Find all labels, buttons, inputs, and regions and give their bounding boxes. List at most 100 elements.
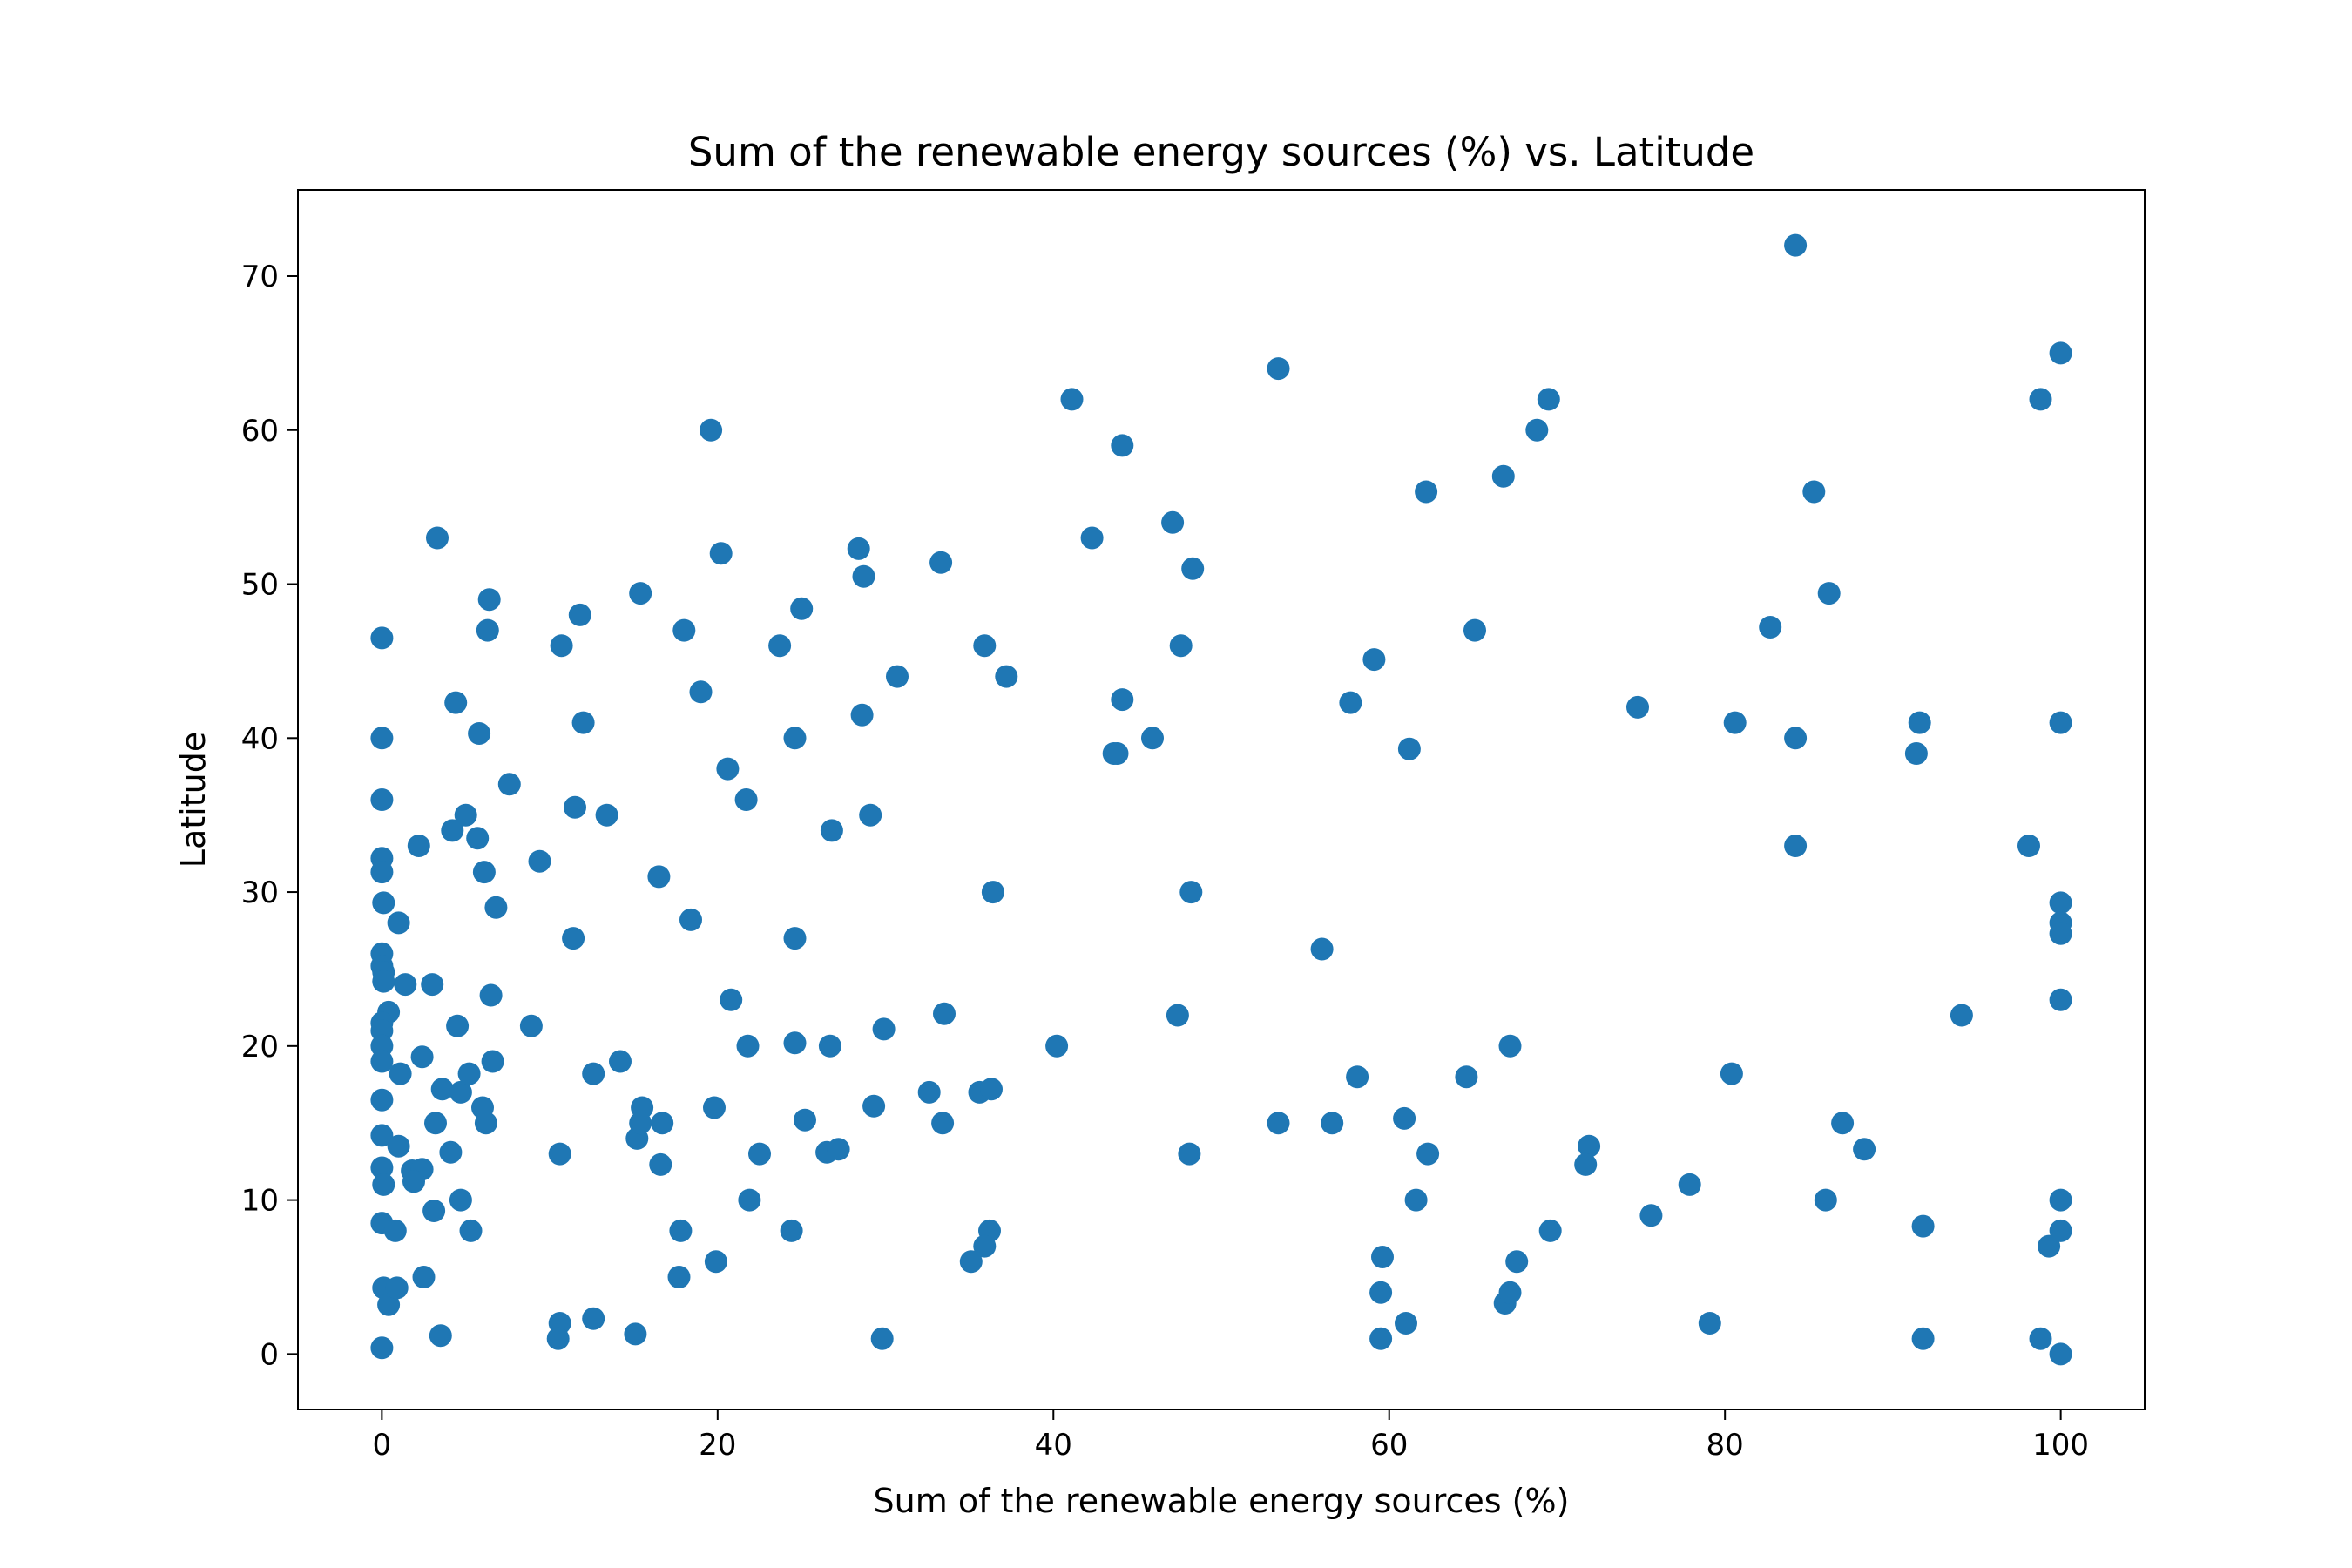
data-point bbox=[2049, 1188, 2072, 1212]
data-point bbox=[667, 1266, 691, 1288]
data-point bbox=[1169, 634, 1193, 658]
data-point bbox=[2029, 388, 2052, 411]
data-point bbox=[449, 1188, 472, 1212]
x-tick-label: 20 bbox=[699, 1428, 736, 1463]
data-point bbox=[649, 1152, 672, 1176]
data-point bbox=[1911, 1214, 1935, 1238]
y-axis-title: Latitude bbox=[174, 732, 213, 868]
data-point bbox=[1626, 695, 1649, 719]
data-point bbox=[716, 757, 740, 781]
data-point bbox=[484, 896, 508, 919]
x-axis-ticks: 0 20 40 60 80 100 bbox=[373, 1409, 2089, 1463]
data-point bbox=[647, 865, 671, 889]
data-point bbox=[1639, 1204, 1663, 1227]
data-point bbox=[734, 788, 758, 811]
data-point bbox=[372, 891, 395, 915]
data-point bbox=[481, 1050, 504, 1073]
data-point bbox=[1166, 1004, 1189, 1027]
data-point bbox=[1404, 1188, 1428, 1212]
data-point bbox=[1346, 1065, 1369, 1089]
data-point bbox=[783, 1031, 807, 1055]
data-point bbox=[595, 803, 618, 827]
data-point bbox=[497, 773, 521, 796]
data-point bbox=[1814, 1188, 1837, 1212]
data-point bbox=[421, 973, 444, 997]
y-tick-label: 0 bbox=[260, 1337, 279, 1372]
data-point bbox=[931, 1112, 955, 1135]
data-point bbox=[1397, 737, 1421, 760]
data-point bbox=[1463, 618, 1486, 642]
data-point bbox=[768, 634, 792, 658]
y-tick-label: 20 bbox=[241, 1030, 279, 1064]
data-point bbox=[548, 1142, 571, 1166]
data-point bbox=[546, 1327, 570, 1350]
data-point bbox=[449, 1080, 472, 1104]
data-point bbox=[1904, 742, 1928, 765]
data-point bbox=[370, 1124, 394, 1147]
data-point bbox=[1181, 557, 1205, 580]
data-point bbox=[394, 973, 417, 997]
data-point bbox=[736, 1034, 760, 1058]
data-point bbox=[582, 1062, 605, 1085]
data-point bbox=[1415, 480, 1438, 504]
data-point bbox=[872, 1017, 896, 1041]
data-point bbox=[2029, 1327, 2052, 1350]
data-point bbox=[2049, 891, 2072, 915]
data-point bbox=[571, 711, 595, 734]
data-point bbox=[2049, 988, 2072, 1011]
data-point bbox=[1784, 233, 1808, 257]
data-point bbox=[550, 634, 573, 658]
data-point bbox=[1395, 1312, 1417, 1335]
data-point bbox=[1369, 1281, 1393, 1304]
y-tick-label: 10 bbox=[241, 1184, 279, 1219]
data-point bbox=[870, 1327, 894, 1350]
data-point bbox=[672, 618, 696, 642]
y-axis-ticks: 0 10 20 30 40 50 60 70 bbox=[241, 260, 298, 1372]
data-point bbox=[1455, 1065, 1478, 1089]
data-point bbox=[1371, 1246, 1394, 1268]
data-point bbox=[410, 1045, 434, 1069]
data-point bbox=[980, 1078, 1003, 1101]
data-point bbox=[1538, 1219, 1562, 1242]
data-point bbox=[1179, 881, 1203, 904]
data-point bbox=[1720, 1062, 1743, 1085]
data-point bbox=[1105, 742, 1129, 765]
data-point bbox=[995, 665, 1018, 688]
data-point bbox=[1060, 388, 1084, 411]
data-point bbox=[738, 1188, 761, 1212]
data-point bbox=[562, 927, 585, 950]
data-point bbox=[1908, 711, 1931, 734]
data-point bbox=[1267, 1112, 1290, 1135]
data-point bbox=[372, 970, 395, 993]
data-point bbox=[1321, 1112, 1344, 1135]
data-point bbox=[387, 1134, 410, 1158]
data-point bbox=[1537, 388, 1560, 411]
data-point bbox=[973, 1234, 997, 1258]
data-point bbox=[582, 1307, 605, 1330]
data-point bbox=[564, 795, 586, 819]
x-tick-label: 80 bbox=[1707, 1428, 1744, 1463]
data-point bbox=[669, 1219, 693, 1242]
data-point bbox=[2017, 835, 2040, 857]
data-point bbox=[385, 1276, 409, 1300]
data-point bbox=[383, 1219, 407, 1242]
data-point bbox=[1339, 691, 1362, 714]
data-point bbox=[704, 1250, 727, 1274]
data-point bbox=[1578, 1134, 1601, 1158]
data-point bbox=[852, 564, 875, 588]
data-point bbox=[1141, 727, 1164, 750]
data-point bbox=[700, 418, 723, 442]
data-point bbox=[1678, 1173, 1701, 1196]
data-point bbox=[1911, 1327, 1935, 1350]
data-point bbox=[609, 1050, 632, 1073]
data-point bbox=[929, 551, 953, 574]
data-point bbox=[886, 665, 909, 688]
data-point bbox=[444, 691, 468, 714]
data-point bbox=[426, 526, 449, 550]
data-point bbox=[709, 542, 733, 565]
data-point bbox=[412, 1266, 436, 1288]
y-tick-label: 60 bbox=[241, 414, 279, 449]
data-point bbox=[1853, 1138, 1876, 1161]
